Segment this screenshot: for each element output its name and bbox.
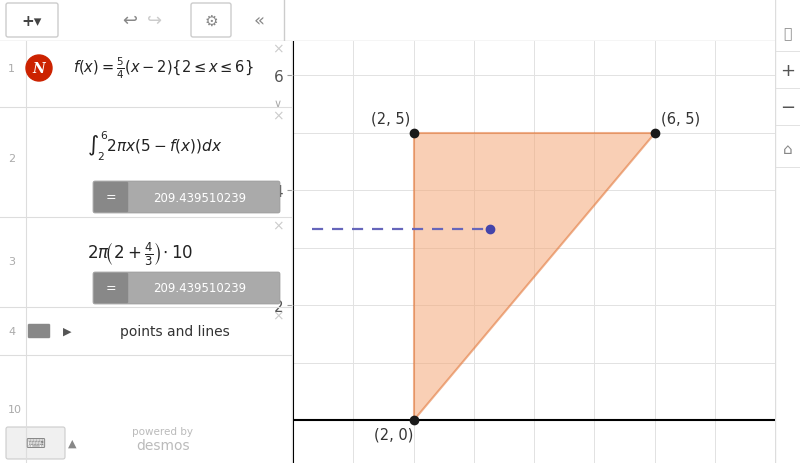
Text: $2\pi\!\left(2 + \frac{4}{3}\right)\!\cdot 10$: $2\pi\!\left(2 + \frac{4}{3}\right)\!\cd… — [87, 240, 193, 267]
Text: desmos: desmos — [136, 438, 190, 452]
FancyBboxPatch shape — [94, 182, 128, 213]
FancyBboxPatch shape — [93, 272, 280, 304]
Text: (2, 5): (2, 5) — [371, 112, 410, 127]
Text: N: N — [33, 62, 46, 76]
Text: 3: 3 — [8, 257, 15, 266]
Text: =: = — [106, 282, 116, 295]
Text: 209.439510239: 209.439510239 — [154, 282, 246, 295]
Text: ⌨: ⌨ — [25, 436, 45, 450]
Text: powered by: powered by — [133, 426, 194, 436]
FancyBboxPatch shape — [93, 181, 280, 213]
Text: 209.439510239: 209.439510239 — [154, 191, 246, 204]
FancyBboxPatch shape — [94, 274, 128, 303]
Text: +: + — [780, 62, 795, 80]
Polygon shape — [414, 133, 654, 420]
Text: (2, 0): (2, 0) — [374, 427, 414, 442]
Text: $f(x) = \frac{5}{4}(x - 2)\{2 \leq x \leq 6\}$: $f(x) = \frac{5}{4}(x - 2)\{2 \leq x \le… — [73, 55, 254, 81]
Text: ∨: ∨ — [274, 99, 282, 109]
Text: ↪: ↪ — [147, 12, 162, 30]
Text: ×: × — [272, 42, 284, 56]
Text: 1: 1 — [8, 64, 15, 74]
FancyBboxPatch shape — [191, 4, 231, 38]
Text: $\int_2^6 2\pi x\left(5 - f(x)\right)dx$: $\int_2^6 2\pi x\left(5 - f(x)\right)dx$ — [87, 129, 222, 163]
Text: ⌂: ⌂ — [782, 142, 792, 157]
Circle shape — [26, 56, 52, 82]
Text: +▾: +▾ — [22, 13, 42, 28]
Text: ↩: ↩ — [122, 12, 138, 30]
Text: ×: × — [272, 219, 284, 232]
Text: 4: 4 — [8, 326, 15, 336]
Text: 🔧: 🔧 — [783, 27, 792, 41]
Text: 10: 10 — [8, 404, 22, 414]
Text: «: « — [254, 12, 265, 30]
Text: ×: × — [272, 308, 284, 322]
Text: points and lines: points and lines — [120, 324, 230, 338]
FancyBboxPatch shape — [28, 324, 50, 338]
Text: (6, 5): (6, 5) — [661, 112, 700, 127]
FancyBboxPatch shape — [6, 4, 58, 38]
FancyBboxPatch shape — [6, 427, 65, 459]
Text: 2: 2 — [8, 154, 15, 163]
Text: ▲: ▲ — [68, 438, 76, 448]
Text: =: = — [106, 191, 116, 204]
Text: −: − — [780, 99, 795, 117]
Text: ⚙: ⚙ — [204, 13, 218, 28]
Text: ▶: ▶ — [62, 326, 71, 336]
Text: ×: × — [272, 109, 284, 123]
